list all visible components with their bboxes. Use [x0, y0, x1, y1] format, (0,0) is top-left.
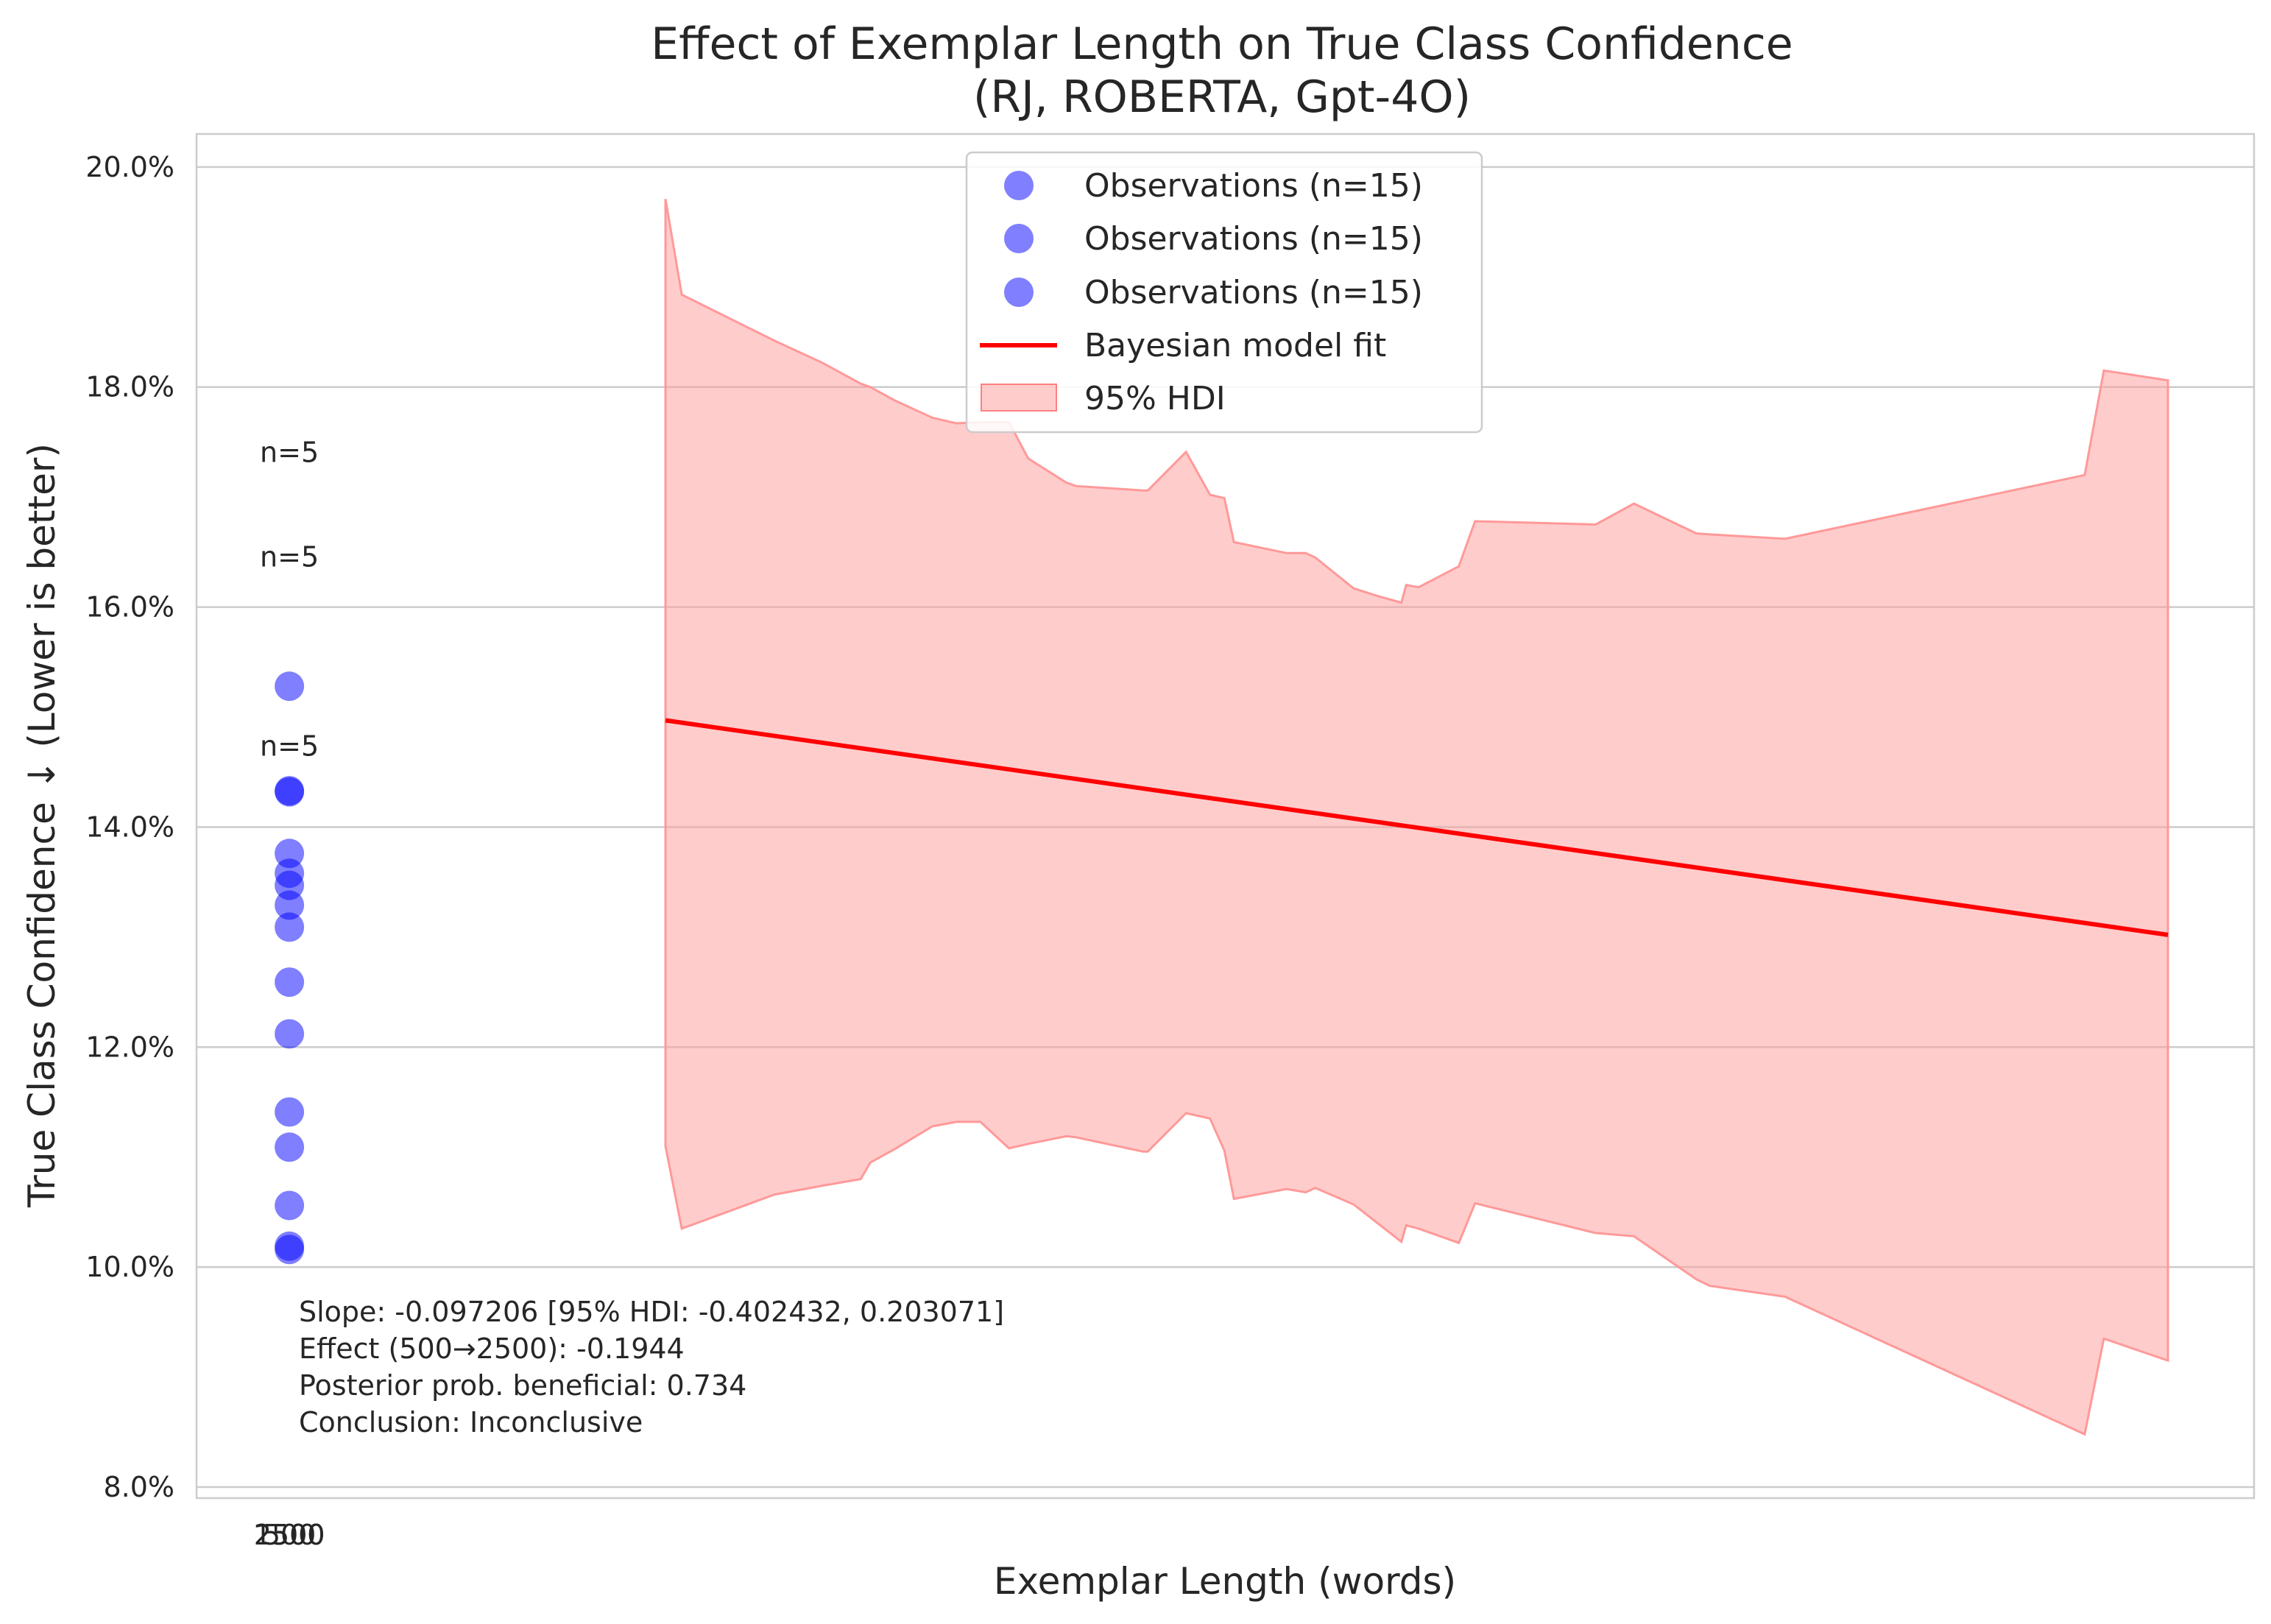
stats-line-effect: Effect (500→2500): -0.1944	[299, 1332, 685, 1365]
hdi-band	[664, 198, 2169, 1436]
legend-marker-observations-1	[1004, 171, 1034, 200]
y-tick-label: 12.0%	[85, 1031, 174, 1063]
observation-point	[275, 967, 305, 998]
legend-frame	[965, 151, 1483, 434]
legend-label-model-fit: Bayesian model fit	[1084, 327, 1386, 364]
observation-point	[275, 1190, 305, 1221]
x-tick-label: 500	[263, 1519, 317, 1551]
observation-point	[275, 671, 305, 702]
y-axis-label: True Class Confidence ↓ (Lower is better…	[21, 443, 63, 1208]
observation-point	[275, 890, 305, 920]
stats-textbox: Slope: -0.097206 [95% HDI: -0.402432, 0.…	[299, 1296, 1004, 1438]
observation-point	[275, 1235, 305, 1265]
count-annotations: n=5 n=5 n=5	[260, 436, 319, 762]
y-tick-label: 18.0%	[85, 371, 174, 403]
chart-subtitle: (RJ, ROBERTA, Gpt-4O)	[973, 71, 1471, 123]
x-tick-label: 1500	[254, 1519, 325, 1551]
count-annotation: n=5	[260, 436, 319, 468]
stats-line-posterior: Posterior prob. beneficial: 0.734	[299, 1369, 746, 1402]
legend-marker-hdi	[981, 384, 1057, 412]
observation-point	[275, 1132, 305, 1162]
y-tick-label: 8.0%	[103, 1471, 174, 1503]
observation-points-layer	[275, 671, 305, 1265]
legend-label-observations-1: Observations (n=15)	[1084, 167, 1423, 205]
y-tick-label: 20.0%	[85, 151, 174, 183]
y-axis-ticks: 8.0% 10.0% 12.0% 14.0% 16.0% 18.0% 20.0%	[85, 151, 174, 1503]
observation-point	[275, 777, 305, 807]
observation-point	[275, 1019, 305, 1049]
legend-label-hdi: 95% HDI	[1084, 380, 1226, 417]
fit-line	[665, 718, 2169, 937]
y-tick-label: 16.0%	[85, 591, 174, 624]
stats-line-conclusion: Conclusion: Inconclusive	[299, 1406, 643, 1438]
legend-label-observations-2: Observations (n=15)	[1084, 220, 1423, 258]
legend: Observations (n=15) Observations (n=15) …	[965, 151, 1483, 434]
legend-label-observations-3: Observations (n=15)	[1084, 274, 1423, 311]
fit-line-layer	[665, 718, 2169, 937]
legend-marker-observations-2	[1004, 224, 1034, 253]
chart-title: Effect of Exemplar Length on True Class …	[651, 18, 1793, 70]
count-annotation: n=5	[260, 730, 319, 762]
x-tick-label: 2500	[254, 1519, 325, 1551]
observation-point	[275, 912, 305, 942]
y-tick-label: 14.0%	[85, 811, 174, 843]
count-annotation: n=5	[260, 540, 319, 573]
stats-line-slope: Slope: -0.097206 [95% HDI: -0.402432, 0.…	[299, 1296, 1004, 1328]
observation-point	[275, 1097, 305, 1127]
hdi-band-layer	[664, 198, 2169, 1436]
legend-marker-observations-3	[1004, 278, 1034, 307]
x-axis-label: Exemplar Length (words)	[994, 1560, 1456, 1603]
y-tick-label: 10.0%	[85, 1251, 174, 1283]
plot-frame	[195, 133, 2256, 1500]
